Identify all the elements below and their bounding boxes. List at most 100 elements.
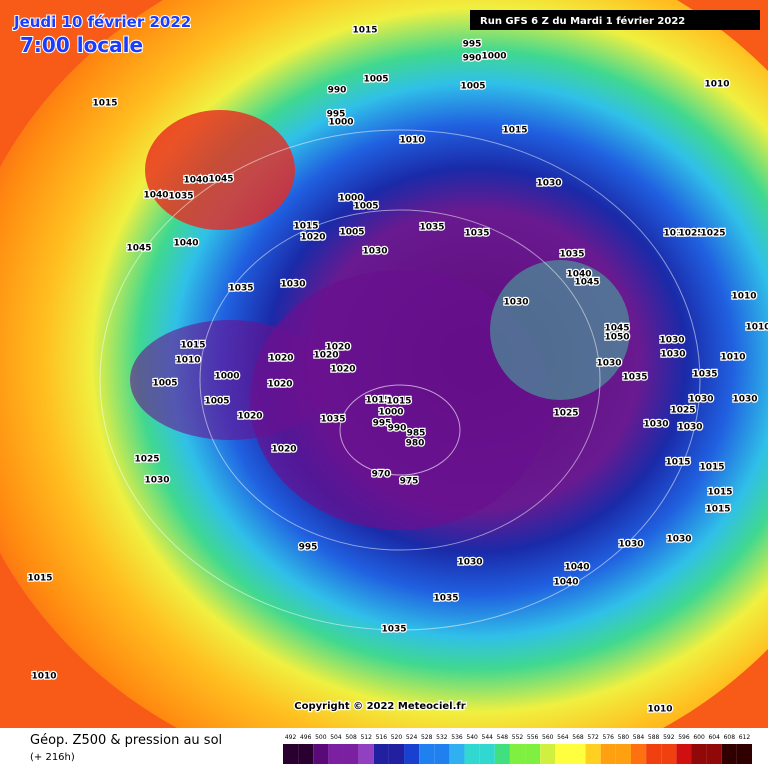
isobar-label: 980 bbox=[406, 439, 425, 449]
legend-label: 552 bbox=[512, 734, 524, 741]
isobar-label: 1045 bbox=[208, 175, 233, 185]
isobar-label: 1030 bbox=[660, 350, 685, 360]
isobar-label: 1000 bbox=[214, 372, 239, 382]
isobar-label: 1000 bbox=[338, 194, 363, 204]
legend-swatch bbox=[630, 744, 647, 764]
legend-label: 560 bbox=[542, 734, 554, 741]
isobar-label: 1040 bbox=[566, 270, 591, 280]
isobar-label: 1035 bbox=[559, 250, 584, 260]
legend-label: 564 bbox=[557, 734, 569, 741]
isobar-label: 1020 bbox=[300, 233, 325, 243]
legend-label: 544 bbox=[482, 734, 494, 741]
isobar-label: 1005 bbox=[204, 397, 229, 407]
legend-label: 568 bbox=[572, 734, 584, 741]
isobar-label: 1025 bbox=[670, 406, 695, 416]
isobar-label: 1015 bbox=[386, 397, 411, 407]
legend-swatch bbox=[585, 744, 601, 764]
isobar-label: 1030 bbox=[503, 298, 528, 308]
isobar-label: 1020 bbox=[271, 445, 296, 455]
isobar-label: 1030 bbox=[362, 247, 387, 257]
legend-swatch bbox=[328, 744, 344, 764]
legend-label: 584 bbox=[633, 734, 645, 741]
legend-label: 512 bbox=[360, 734, 372, 741]
isobar-label: 1015 bbox=[92, 99, 117, 109]
legend-label: 576 bbox=[603, 734, 615, 741]
legend-label: 492 bbox=[285, 734, 297, 741]
isobar-label: 1020 bbox=[330, 365, 355, 375]
legend-label: 604 bbox=[708, 734, 720, 741]
isobar-label: 1010 bbox=[31, 672, 56, 682]
legend-swatch bbox=[676, 744, 692, 764]
legend-swatch bbox=[464, 744, 480, 764]
isobar-label: 1010 bbox=[720, 353, 745, 363]
isobar-label: 1025 bbox=[134, 455, 159, 465]
legend-swatch bbox=[358, 744, 374, 764]
legend-swatch bbox=[298, 744, 314, 764]
isobar-label: 995 bbox=[463, 40, 482, 50]
legend-label: 500 bbox=[315, 734, 327, 741]
legend-swatch bbox=[615, 744, 631, 764]
legend-label: 608 bbox=[724, 734, 736, 741]
isobar-label: 1035 bbox=[320, 415, 345, 425]
isobar-label: 1035 bbox=[228, 284, 253, 294]
isobar-label: 1030 bbox=[677, 423, 702, 433]
legend-swatch bbox=[509, 744, 526, 764]
legend-swatch bbox=[479, 744, 495, 764]
isobar-label: 1010 bbox=[175, 356, 200, 366]
isobar-label: 1015 bbox=[365, 396, 390, 406]
legend-label: 596 bbox=[678, 734, 690, 741]
legend-swatch bbox=[540, 744, 556, 764]
isobar-label: 1025 bbox=[700, 229, 725, 239]
legend-label: 592 bbox=[663, 734, 675, 741]
legend-label: 580 bbox=[618, 734, 630, 741]
isobar-label: 1015 bbox=[502, 126, 527, 136]
isobar-label: 1015 bbox=[665, 458, 690, 468]
isobar-label: 1035 bbox=[622, 373, 647, 383]
legend-label: 524 bbox=[406, 734, 418, 741]
legend-swatch bbox=[661, 744, 677, 764]
isobar-label: 1030 bbox=[666, 535, 691, 545]
legend-label: 528 bbox=[421, 734, 433, 741]
legend-label: 532 bbox=[436, 734, 448, 741]
isobar-label: 1000 bbox=[481, 52, 506, 62]
run-box bbox=[470, 10, 760, 30]
isobar-label: 1045 bbox=[604, 324, 629, 334]
legend-swatch bbox=[419, 744, 435, 764]
isobar-label: 1025 bbox=[678, 229, 703, 239]
legend-swatch bbox=[343, 744, 359, 764]
isobar-label: 1030 bbox=[643, 420, 668, 430]
isobar-label: 1010 bbox=[704, 80, 729, 90]
isobar-label: 1010 bbox=[647, 705, 672, 715]
isobar-label: 1035 bbox=[419, 223, 444, 233]
legend-swatch bbox=[449, 744, 465, 764]
isobar-label: 1020 bbox=[267, 380, 292, 390]
legend-swatch bbox=[525, 744, 541, 764]
isobar-label: 1015 bbox=[293, 222, 318, 232]
isobar-label: 1040 bbox=[173, 239, 198, 249]
legend-swatch bbox=[555, 744, 571, 764]
isobar-label: 1040 bbox=[553, 578, 578, 588]
isobar-label: 1005 bbox=[363, 75, 388, 85]
legend-label: 556 bbox=[527, 734, 539, 741]
legend-label: 516 bbox=[376, 734, 388, 741]
legend-label: 612 bbox=[739, 734, 751, 741]
isobar-label: 1005 bbox=[339, 228, 364, 238]
isobar-label: 1030 bbox=[688, 395, 713, 405]
legend-swatch bbox=[736, 744, 752, 764]
isobar-label: 1015 bbox=[707, 488, 732, 498]
legend-label: 504 bbox=[330, 734, 342, 741]
isobar-label: 1030 bbox=[659, 336, 684, 346]
legend-label: 548 bbox=[497, 734, 509, 741]
isobar-label: 1010 bbox=[663, 229, 688, 239]
isobar-label: 995 bbox=[327, 110, 346, 120]
isobar-label: 1035 bbox=[464, 229, 489, 239]
legend-label: 540 bbox=[466, 734, 478, 741]
isobar-label: 1020 bbox=[325, 343, 350, 353]
isobar-label: 1000 bbox=[328, 118, 353, 128]
isobar-label: 1040 bbox=[183, 176, 208, 186]
isobar-label: 1035 bbox=[168, 192, 193, 202]
legend-label: 520 bbox=[391, 734, 403, 741]
isobar-label: 1030 bbox=[732, 395, 757, 405]
